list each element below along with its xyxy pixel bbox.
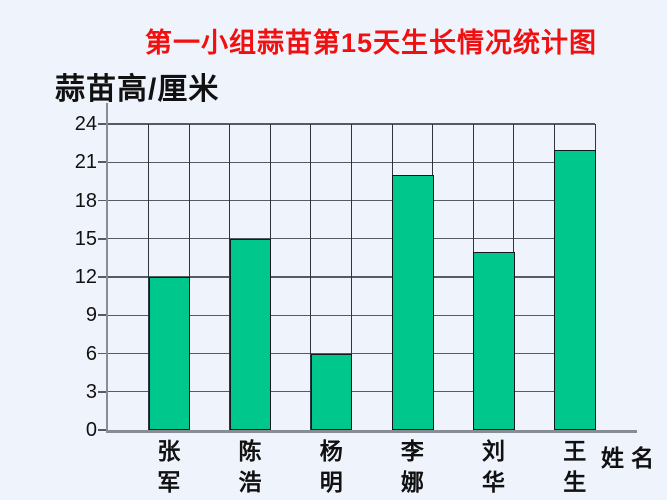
y-tick-mark <box>98 390 106 393</box>
y-tick-mark <box>98 123 106 125</box>
y-tick-label: 0 <box>85 419 97 441</box>
y-tick-label: 18 <box>74 189 97 212</box>
y-axis-line <box>105 103 108 432</box>
y-tick-label: 15 <box>74 227 97 250</box>
y-tick-mark <box>98 276 106 278</box>
y-tick-label: 3 <box>85 380 97 403</box>
bar-刘华 <box>473 251 515 430</box>
x-category-label: 李 娜 <box>400 438 424 495</box>
y-tick-mark <box>98 199 106 202</box>
gridline-vertical <box>351 124 352 430</box>
bar-陈浩 <box>229 238 272 430</box>
y-tick-label: 12 <box>74 266 97 288</box>
y-tick-mark <box>98 352 106 355</box>
bar-李娜 <box>392 175 434 430</box>
y-tick-mark <box>98 429 106 431</box>
x-category-label: 刘 华 <box>482 438 506 495</box>
bar-张军 <box>148 277 191 430</box>
gridline-vertical <box>310 124 312 430</box>
y-tick-label: 9 <box>85 304 97 327</box>
y-tick-mark <box>98 161 106 164</box>
y-tick-label: 24 <box>74 113 97 135</box>
x-category-label: 张 军 <box>157 438 181 495</box>
bar-王生 <box>554 149 596 430</box>
x-axis-line <box>105 430 637 433</box>
x-category-label: 杨 明 <box>319 438 343 495</box>
y-tick-mark <box>98 314 106 317</box>
y-tick-mark <box>98 237 106 240</box>
chart-title: 第一小组蒜苗第15天生长情况统计图 <box>144 28 598 58</box>
y-tick-label: 21 <box>74 151 97 174</box>
y-axis-title: 蒜苗高/厘米 <box>55 73 220 106</box>
y-tick-label: 6 <box>85 342 97 365</box>
bar-杨明 <box>310 353 353 430</box>
x-axis-title: 姓名 <box>601 445 661 471</box>
x-category-label: 王 生 <box>563 438 587 495</box>
plot-area <box>108 123 596 430</box>
x-category-label: 陈 浩 <box>238 438 262 495</box>
